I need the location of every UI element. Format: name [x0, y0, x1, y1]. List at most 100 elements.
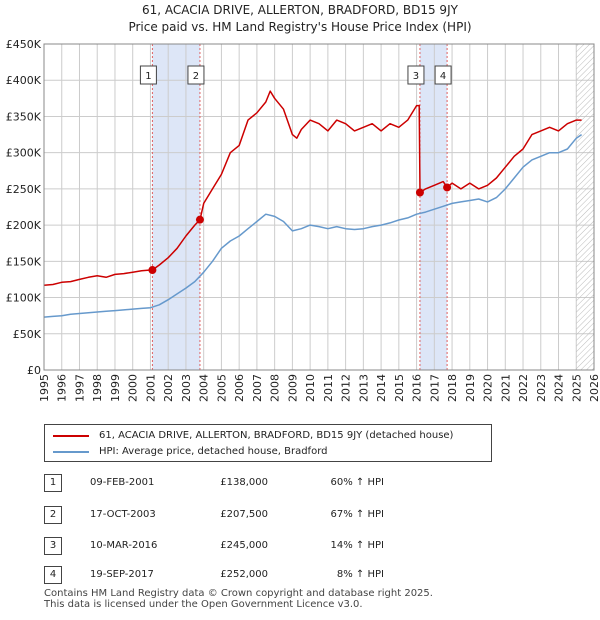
- hpi-line-swatch: [53, 451, 89, 453]
- hpi-series-line: [43, 133, 583, 318]
- sale-label-box: [187, 65, 205, 85]
- transaction-hpi: 8% ↑ HPI: [336, 569, 384, 580]
- x-tick-label: 2012: [340, 374, 353, 402]
- sale-point: [148, 266, 157, 275]
- y-tick-label: £450K: [6, 38, 42, 51]
- x-tick-label: 2014: [375, 374, 388, 402]
- x-tick-label: 2023: [535, 374, 548, 402]
- sale-points: [148, 183, 452, 275]
- x-tick-label: 1999: [109, 374, 122, 402]
- y-tick-label: £0: [27, 364, 41, 377]
- transaction-date: 19-SEP-2017: [90, 569, 154, 580]
- sale-point: [415, 188, 424, 197]
- table-row: 1 09-FEB-2001 £138,000 60% ↑ HPI: [44, 474, 444, 492]
- y-tick-label: £350K: [6, 110, 42, 123]
- sale-point: [443, 183, 452, 192]
- legend-hpi-label: HPI: Average price, detached house, Brad…: [99, 446, 328, 457]
- shaded-range: [152, 44, 200, 370]
- transaction-date: 17-OCT-2003: [90, 509, 156, 520]
- sale-label-text: 2: [193, 71, 199, 82]
- transaction-price: £138,000: [220, 477, 268, 488]
- footer: Contains HM Land Registry data © Crown c…: [44, 588, 433, 610]
- sale-label-text: 1: [145, 71, 151, 82]
- transaction-hpi: 60% ↑ HPI: [330, 477, 384, 488]
- x-tick-label: 1995: [38, 374, 51, 402]
- x-tick-label: 2002: [162, 374, 175, 402]
- table-row: 3 10-MAR-2016 £245,000 14% ↑ HPI: [44, 537, 444, 555]
- x-tick-label: 2005: [215, 374, 228, 402]
- chart-title: 61, ACACIA DRIVE, ALLERTON, BRADFORD, BD…: [0, 2, 600, 36]
- table-row: 4 19-SEP-2017 £252,000 8% ↑ HPI: [44, 566, 444, 584]
- x-tick-label: 2021: [499, 374, 512, 402]
- sale-label-box: [139, 65, 157, 85]
- x-tick-label: 2011: [322, 374, 335, 402]
- x-tick-label: 1998: [91, 374, 104, 402]
- chart-title-line1: 61, ACACIA DRIVE, ALLERTON, BRADFORD, BD…: [142, 3, 458, 17]
- transaction-date: 10-MAR-2016: [90, 540, 158, 551]
- x-tick-label: 2018: [446, 374, 459, 402]
- transaction-hpi: 67% ↑ HPI: [330, 509, 384, 520]
- transaction-price: £245,000: [220, 540, 268, 551]
- legend-price-label: 61, ACACIA DRIVE, ALLERTON, BRADFORD, BD…: [99, 430, 454, 441]
- x-tick-label: 2024: [553, 374, 566, 402]
- future-hatch: [576, 44, 594, 370]
- y-tick-label: £200K: [6, 219, 42, 232]
- x-tick-label: 2016: [411, 374, 424, 402]
- x-tick-label: 2020: [482, 374, 495, 402]
- x-tick-label: 2026: [588, 374, 600, 402]
- x-tick-label: 2015: [393, 374, 406, 402]
- chart-title-line2: Price paid vs. HM Land Registry's House …: [128, 20, 472, 34]
- y-tick-label: £50K: [13, 328, 42, 341]
- sale-label-box: [407, 65, 425, 85]
- price-chart: 1 2 3 4 £0 £50K £100K £150K £200K £250K £300K £350…: [6, 38, 600, 402]
- x-tick-label: 2003: [180, 374, 193, 402]
- transaction-hpi: 14% ↑ HPI: [330, 540, 384, 551]
- x-tick-label: 2008: [269, 374, 282, 402]
- price-series-line: [43, 90, 582, 286]
- x-tick-label: 2013: [357, 374, 370, 402]
- legend-item-hpi: HPI: Average price, detached house, Brad…: [53, 444, 327, 460]
- transaction-price: £207,500: [220, 509, 268, 520]
- y-tick-label: £250K: [6, 183, 42, 196]
- plot-frame: [43, 43, 595, 371]
- transaction-number: 2: [44, 506, 62, 524]
- transaction-number: 4: [44, 566, 62, 584]
- x-tick-label: 2007: [251, 374, 264, 402]
- x-tick-label: 1996: [56, 374, 69, 402]
- y-tick-labels: £0 £50K £100K £150K £200K £250K £300K £350K £400…: [6, 38, 42, 377]
- future-hatch-area: [576, 44, 594, 370]
- x-tick-label: 2017: [428, 374, 441, 402]
- x-tick-label: 2009: [286, 374, 299, 402]
- y-tick-label: £300K: [6, 147, 42, 160]
- x-tick-label: 2006: [233, 374, 246, 402]
- transaction-number: 1: [44, 474, 62, 492]
- sale-label-text: 3: [413, 71, 419, 82]
- price-line-swatch: [53, 435, 89, 437]
- sale-label-text: 4: [440, 71, 446, 82]
- transaction-number: 3: [44, 537, 62, 555]
- x-tick-label: 2025: [570, 374, 583, 402]
- y-tick-label: £100K: [6, 292, 42, 305]
- sale-label-box: [434, 65, 452, 85]
- x-tick-label: 2019: [464, 374, 477, 402]
- shaded-ranges: [152, 44, 448, 370]
- axes: [43, 43, 595, 371]
- table-row: 2 17-OCT-2003 £207,500 67% ↑ HPI: [44, 506, 444, 524]
- footer-line1: Contains HM Land Registry data © Crown c…: [44, 588, 433, 599]
- x-tick-label: 2001: [144, 374, 157, 402]
- y-tick-label: £150K: [6, 255, 42, 268]
- series-lines: [43, 90, 583, 318]
- x-tick-label: 2010: [304, 374, 317, 402]
- x-tick-label: 2022: [517, 374, 530, 402]
- legend-item-price: 61, ACACIA DRIVE, ALLERTON, BRADFORD, BD…: [53, 428, 453, 444]
- x-tick-label: 2000: [127, 374, 140, 402]
- transaction-date: 09-FEB-2001: [90, 477, 155, 488]
- sale-point: [195, 215, 204, 224]
- sale-labels: 1 2 3 4: [139, 65, 452, 85]
- transaction-price: £252,000: [220, 569, 268, 580]
- x-tick-label: 2004: [198, 374, 211, 402]
- x-tick-label: 1997: [73, 374, 86, 402]
- footer-line2: This data is licensed under the Open Gov…: [44, 599, 363, 610]
- legend: 61, ACACIA DRIVE, ALLERTON, BRADFORD, BD…: [44, 424, 492, 462]
- gridlines: [43, 43, 595, 371]
